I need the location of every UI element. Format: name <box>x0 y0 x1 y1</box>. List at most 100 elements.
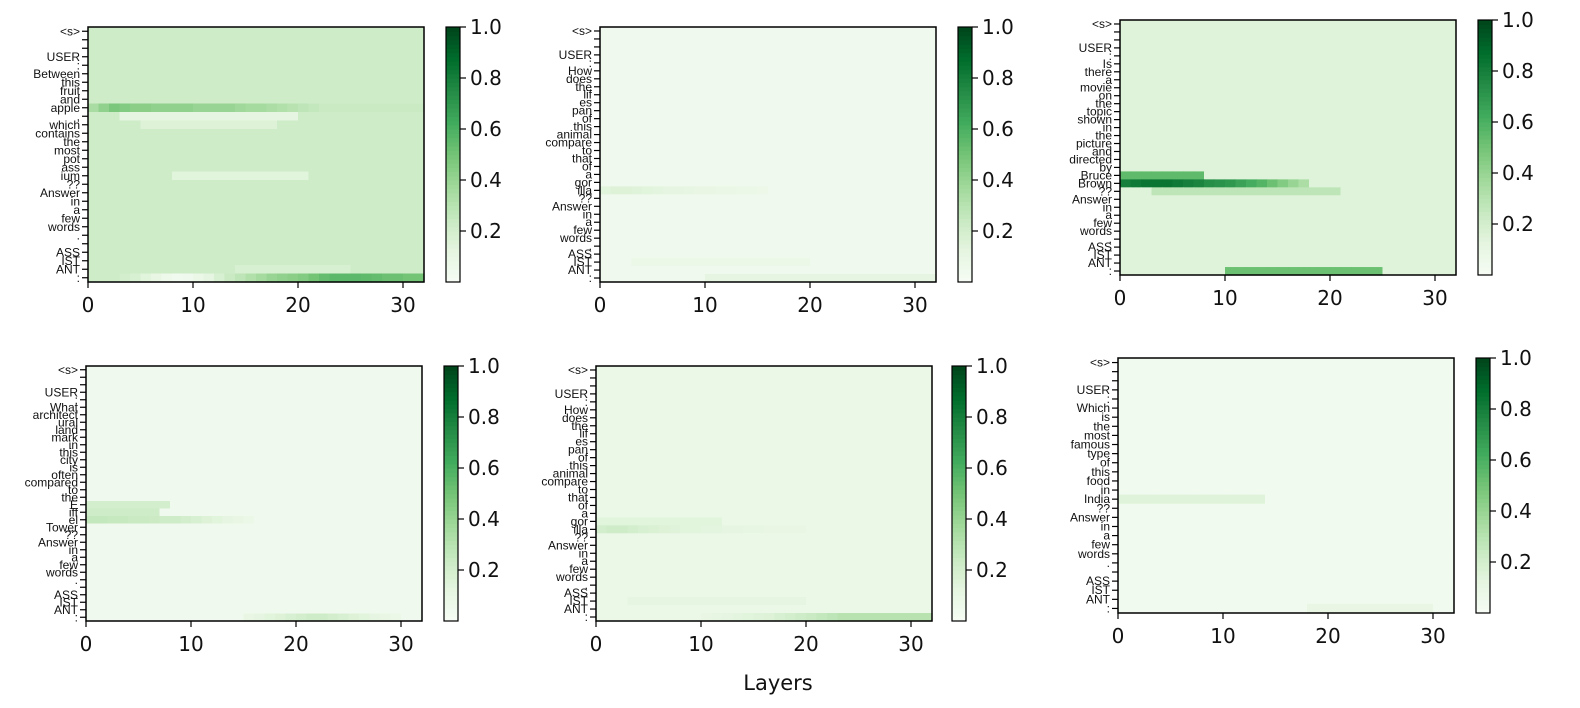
heatmap-cell <box>606 381 618 391</box>
colorbar-band <box>1478 156 1492 161</box>
heatmap-cell <box>1319 155 1331 165</box>
heatmap-cell <box>222 591 234 600</box>
heatmap-cell <box>109 154 121 164</box>
heatmap-cell <box>1382 75 1394 85</box>
heatmap-cell <box>1393 267 1405 276</box>
heatmap-cell <box>606 445 618 455</box>
heatmap-cell <box>1319 179 1331 188</box>
heatmap-cell <box>1267 259 1279 268</box>
heatmap-cell <box>172 27 184 37</box>
heatmap-cell <box>1277 115 1289 125</box>
heatmap-cell <box>1382 43 1394 53</box>
heatmap-cell <box>747 226 759 235</box>
heatmap-cell <box>380 606 392 615</box>
heatmap-cell <box>1340 235 1352 244</box>
heatmap-cell <box>212 501 224 510</box>
heatmap-cell <box>285 576 297 585</box>
heatmap-cell <box>96 373 108 382</box>
heatmap-cell <box>1162 227 1174 236</box>
heatmap-cell <box>1330 51 1342 61</box>
heatmap-cell <box>862 194 874 203</box>
heatmap-cell <box>810 258 822 267</box>
heatmap-cell <box>1204 163 1216 173</box>
heatmap-cell <box>873 250 885 259</box>
heatmap-cell <box>203 197 215 207</box>
heatmap-cell <box>296 471 308 480</box>
heatmap-cell <box>669 366 681 375</box>
heatmap-cell <box>764 413 776 423</box>
heatmap-cell <box>648 381 660 391</box>
y-tick-label: mark <box>51 430 79 444</box>
heatmap-cell <box>1403 43 1415 53</box>
heatmap-cell <box>170 471 182 480</box>
heatmap-cell <box>904 74 916 84</box>
heatmap-cell <box>151 78 163 88</box>
heatmap-cell <box>1351 123 1363 133</box>
heatmap-cell <box>182 129 194 139</box>
colorbar-tick-label: 1.0 <box>470 15 502 39</box>
heatmap-cell <box>1372 187 1384 196</box>
heatmap-cell <box>778 250 790 259</box>
heatmap-cell <box>275 396 287 405</box>
heatmap-cell <box>109 163 121 173</box>
heatmap-cell <box>140 163 152 173</box>
heatmap-cell <box>799 274 811 283</box>
heatmap-cell <box>1235 91 1247 101</box>
heatmap-cell <box>1382 203 1394 212</box>
heatmap-cell <box>1382 267 1394 276</box>
heatmap-cell <box>130 197 142 207</box>
heatmap-cell <box>778 274 790 283</box>
heatmap-cell <box>1246 35 1258 45</box>
heatmap-cell <box>1445 163 1457 173</box>
heatmap-cell <box>277 171 289 181</box>
heatmap-cell <box>852 90 864 100</box>
heatmap-cell <box>883 210 895 219</box>
heatmap-cell <box>1393 43 1405 53</box>
heatmap-cell <box>1414 211 1426 220</box>
heatmap-cell <box>296 456 308 465</box>
heatmap-cell <box>161 120 173 130</box>
heatmap-cell <box>128 373 140 382</box>
heatmap-cell <box>869 397 881 407</box>
heatmap-cell <box>1277 259 1289 268</box>
heatmap-cell <box>915 274 927 283</box>
heatmap-cell <box>768 58 780 68</box>
heatmap-cell <box>736 138 748 148</box>
heatmap-cell <box>107 441 119 450</box>
y-tick-label: IST <box>61 254 80 268</box>
heatmap-cell <box>130 129 142 139</box>
heatmap-cell <box>663 66 675 76</box>
heatmap-cell <box>673 242 685 251</box>
heatmap-cell <box>327 448 339 457</box>
heatmap-cell <box>140 222 152 232</box>
heatmap-cell <box>789 210 801 219</box>
heatmap-cell <box>254 531 266 540</box>
heatmap-cell <box>1267 211 1279 220</box>
heatmap-cell <box>1435 147 1447 157</box>
heatmap-cell <box>1162 259 1174 268</box>
heatmap-cell <box>1382 195 1394 204</box>
heatmap-cell <box>287 231 299 241</box>
colorbar-band <box>958 222 972 228</box>
heatmap-cell <box>1309 243 1321 252</box>
heatmap-cell <box>1267 187 1279 196</box>
heatmap-cells <box>600 27 937 283</box>
heatmap-cell <box>1298 115 1310 125</box>
heatmap-cell <box>361 256 373 266</box>
heatmap-cell <box>1256 219 1268 228</box>
heatmap-cell <box>338 373 350 382</box>
heatmap-cell <box>214 95 226 105</box>
colorbar-band <box>446 265 460 270</box>
heatmap-cell <box>203 44 215 54</box>
heatmap-cell <box>130 61 142 71</box>
heatmap-cell <box>277 163 289 173</box>
heatmap-cell <box>621 218 633 227</box>
heatmap-cell <box>1319 243 1331 252</box>
heatmap-cell <box>1403 227 1415 236</box>
heatmap-cell <box>266 197 278 207</box>
heatmap-cell <box>403 154 415 164</box>
heatmap-cell <box>1214 27 1226 37</box>
heatmap-cell <box>799 218 811 227</box>
y-tick-label: : <box>1109 264 1112 278</box>
heatmap-cell <box>816 389 828 399</box>
